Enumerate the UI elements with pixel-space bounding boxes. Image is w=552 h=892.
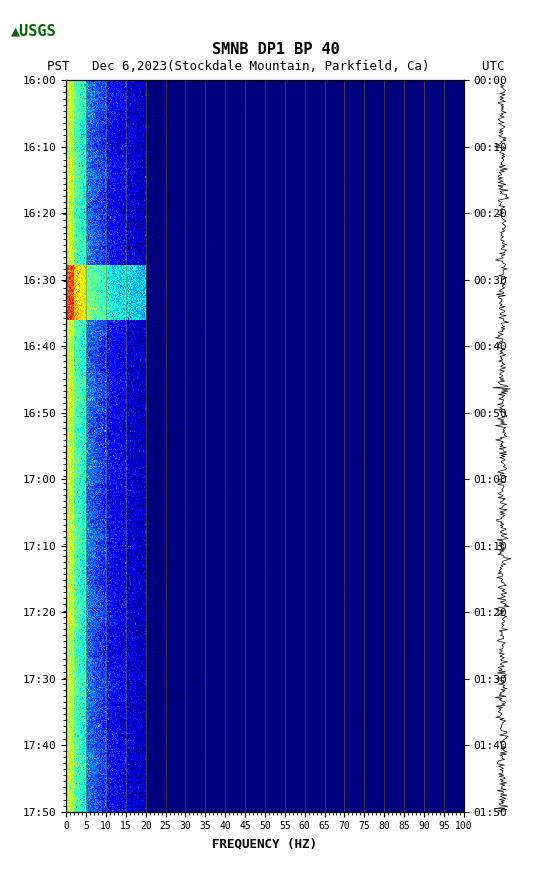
Text: ▲USGS: ▲USGS — [11, 24, 57, 38]
Text: PST   Dec 6,2023(Stockdale Mountain, Parkfield, Ca)       UTC: PST Dec 6,2023(Stockdale Mountain, Parkf… — [47, 61, 505, 73]
Text: SMNB DP1 BP 40: SMNB DP1 BP 40 — [212, 42, 340, 56]
X-axis label: FREQUENCY (HZ): FREQUENCY (HZ) — [213, 837, 317, 850]
